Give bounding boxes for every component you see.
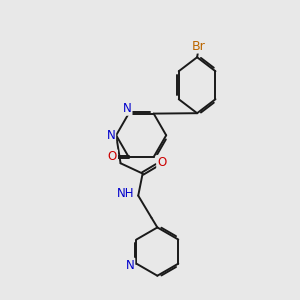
Text: Br: Br: [192, 40, 206, 52]
Text: O: O: [157, 156, 167, 169]
Text: N: N: [123, 102, 132, 115]
Text: NH: NH: [117, 187, 135, 200]
Text: O: O: [108, 151, 117, 164]
Text: N: N: [106, 129, 115, 142]
Text: N: N: [126, 259, 134, 272]
